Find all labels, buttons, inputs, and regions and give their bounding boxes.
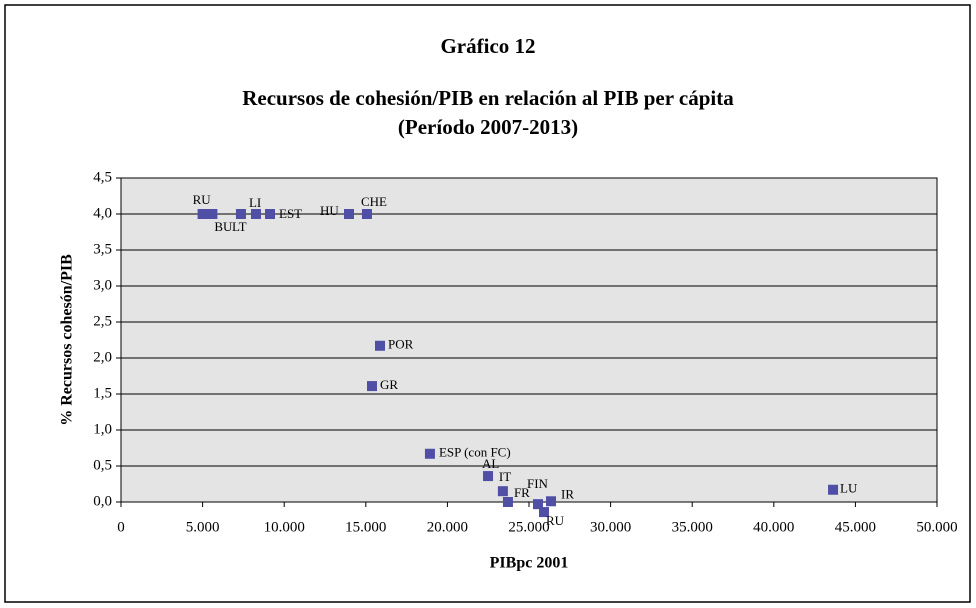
x-tick-label: 45.000	[835, 519, 876, 535]
point-label: BU	[214, 219, 233, 234]
point-label: IR	[561, 486, 574, 501]
point	[343, 209, 354, 219]
y-tick-label: 3,5	[93, 241, 112, 257]
x-tick-label: 35.000	[672, 519, 713, 535]
point-label: AL	[482, 456, 499, 471]
point	[361, 209, 372, 219]
point-label: LI	[249, 195, 261, 210]
point	[497, 486, 508, 497]
point-label: ESP (con FC)	[439, 445, 511, 460]
point	[532, 499, 543, 510]
point-label: LU	[840, 481, 858, 496]
y-axis-title: % Recursos cohesón/PIB	[59, 254, 76, 426]
chart-subtitle: Recursos de cohesión/PIB en relación al …	[242, 86, 734, 110]
y-tick-label: 0,5	[93, 457, 112, 473]
point	[546, 496, 557, 507]
point	[424, 448, 435, 459]
point	[483, 471, 494, 482]
y-tick-label: 4,0	[93, 205, 112, 221]
y-tick-label: 2,0	[93, 349, 112, 365]
chart-subtitle: (Período 2007-2013)	[398, 115, 578, 139]
point-label: POR	[388, 337, 414, 352]
point	[197, 209, 208, 219]
x-tick-label: 50.000	[916, 519, 957, 535]
chart-title: Gráfico 12	[440, 34, 535, 58]
point	[367, 381, 378, 392]
point	[207, 209, 218, 219]
y-tick-label: 2,5	[93, 313, 112, 329]
point-label: IT	[499, 469, 511, 484]
x-tick-label: 25.000	[508, 519, 549, 535]
point	[235, 209, 246, 219]
point-label: HU	[320, 203, 339, 218]
point	[539, 507, 550, 518]
x-tick-label: 0	[117, 519, 125, 535]
y-tick-label: 0,0	[93, 493, 112, 509]
point-label: EST	[279, 206, 302, 221]
x-tick-label: 15.000	[345, 519, 386, 535]
y-tick-label: 4,5	[93, 169, 112, 185]
y-tick-label: 1,5	[93, 385, 112, 401]
point-label: FIN	[527, 476, 549, 491]
x-tick-label: 5.000	[186, 519, 220, 535]
x-tick-label: 10.000	[264, 519, 305, 535]
point-label: GR	[380, 377, 398, 392]
point	[374, 340, 385, 351]
point	[502, 497, 513, 507]
point	[250, 209, 261, 219]
point	[265, 209, 276, 219]
point-label: RU	[546, 513, 565, 528]
point-label: CHE	[361, 194, 387, 209]
x-tick-label: 30.000	[590, 519, 631, 535]
x-tick-label: 20.000	[427, 519, 468, 535]
y-tick-label: 1,0	[93, 421, 112, 437]
point-label: LT	[232, 219, 247, 234]
x-tick-label: 40.000	[753, 519, 794, 535]
x-axis-title: PIBpc 2001	[490, 555, 569, 572]
plot-area	[120, 177, 938, 503]
y-tick-label: 3,0	[93, 277, 112, 293]
point-label: RU	[193, 192, 212, 207]
point	[828, 484, 839, 495]
point-label: FR	[514, 485, 530, 500]
